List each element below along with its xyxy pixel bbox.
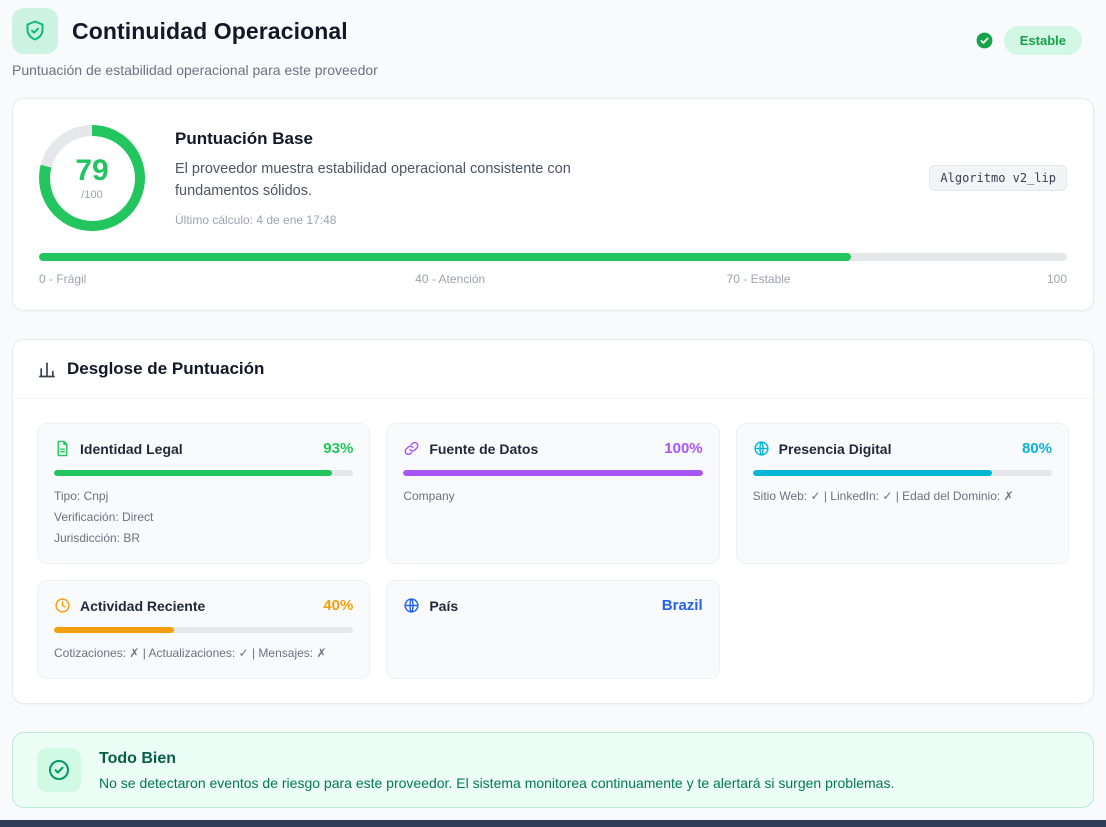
breakdown-value: Brazil — [661, 597, 703, 614]
scale-label-fragil: 0 - Frágil — [39, 272, 87, 286]
score-breakdown-card: Desglose de Puntuación Identidad Legal 9… — [12, 339, 1094, 704]
next-section-edge — [0, 820, 1106, 827]
breakdown-card-legal-identity: Identidad Legal 93% Tipo: Cnpj Verificac… — [37, 423, 371, 564]
score-ring: 79 /100 — [39, 125, 145, 231]
status-group: Estable — [975, 26, 1082, 55]
all-good-title: Todo Bien — [99, 749, 177, 767]
card-detail: Cotizaciones: ✗ | Actualizaciones: ✓ | M… — [54, 646, 327, 660]
breakdown-label: País — [429, 597, 459, 614]
breakdown-card-data-source: Fuente de Datos 100% Company — [386, 423, 720, 564]
base-score-title: Puntuación Base — [175, 129, 313, 149]
breakdown-progress-track — [752, 470, 1052, 476]
breakdown-label: Actividad Reciente — [80, 597, 206, 614]
operational-continuity-page: Continuidad Operacional Puntuación de es… — [12, 8, 1094, 808]
card-detail: Tipo: Cnpj — [54, 489, 109, 503]
breakdown-card-country: País Brazil — [386, 580, 720, 679]
breakdown-progress-track — [403, 470, 703, 476]
globe-icon — [753, 440, 770, 457]
all-good-banner: Todo Bien No se detectaron eventos de ri… — [12, 732, 1094, 808]
card-detail: Verificación: Direct — [54, 510, 154, 524]
breakdown-label: Presencia Digital — [778, 440, 892, 457]
check-circle-icon — [975, 31, 994, 50]
breakdown-value: 40% — [323, 597, 354, 614]
score-progress-fill — [39, 253, 852, 261]
scale-label-estable: 70 - Estable — [726, 272, 791, 286]
score-max: /100 — [81, 188, 103, 201]
algorithm-badge: Algoritmo v2_lip — [929, 165, 1067, 191]
card-detail: Jurisdicción: BR — [54, 531, 141, 545]
breakdown-progress-fill — [54, 627, 174, 633]
breakdown-card-digital-presence: Presencia Digital 80% Sitio Web: ✓ | Lin… — [735, 423, 1069, 564]
link-icon — [403, 440, 420, 457]
breakdown-value: 100% — [664, 440, 703, 457]
breakdown-title: Desglose de Puntuación — [67, 359, 265, 378]
breakdown-label: Identidad Legal — [80, 440, 183, 457]
scale-label-100: 100 — [1046, 272, 1067, 286]
breakdown-progress-fill — [54, 470, 333, 476]
page-header: Continuidad Operacional Puntuación de es… — [12, 8, 1094, 78]
page-title: Continuidad Operacional — [72, 17, 348, 44]
breakdown-progress-fill — [752, 470, 993, 476]
base-score-description: El proveedor muestra estabilidad operaci… — [175, 161, 571, 199]
scale-label-atencion: 40 - Atención — [415, 272, 486, 286]
file-text-icon — [54, 440, 71, 457]
page-subtitle: Puntuación de estabilidad operacional pa… — [12, 62, 378, 78]
all-good-message: No se detectaron eventos de riesgo para … — [99, 774, 895, 791]
clock-icon — [54, 597, 71, 614]
card-detail: Company — [403, 489, 455, 503]
check-circle-icon — [37, 748, 81, 792]
breakdown-value: 93% — [323, 440, 354, 457]
base-score-card: 79 /100 Puntuación Base El proveedor mue… — [12, 98, 1094, 311]
score-value: 79 — [75, 153, 109, 187]
bar-chart-icon — [37, 359, 57, 379]
globe-icon — [403, 597, 420, 614]
last-calculation: Último cálculo: 4 de ene 17:48 — [175, 212, 337, 227]
status-badge: Estable — [1003, 26, 1082, 55]
breakdown-progress-track — [54, 627, 354, 633]
breakdown-progress-fill — [403, 470, 703, 476]
breakdown-label: Fuente de Datos — [429, 440, 539, 457]
breakdown-grid: Identidad Legal 93% Tipo: Cnpj Verificac… — [13, 399, 1093, 703]
breakdown-card-recent-activity: Actividad Reciente 40% Cotizaciones: ✗ |… — [37, 580, 371, 679]
shield-check-icon — [12, 8, 58, 54]
breakdown-value: 80% — [1021, 440, 1052, 457]
score-scale: 0 - Frágil 40 - Atención 70 - Estable 10… — [39, 272, 1067, 288]
breakdown-progress-track — [54, 470, 354, 476]
score-progress-track — [39, 253, 1067, 261]
card-detail: Sitio Web: ✓ | LinkedIn: ✓ | Edad del Do… — [752, 489, 1014, 503]
